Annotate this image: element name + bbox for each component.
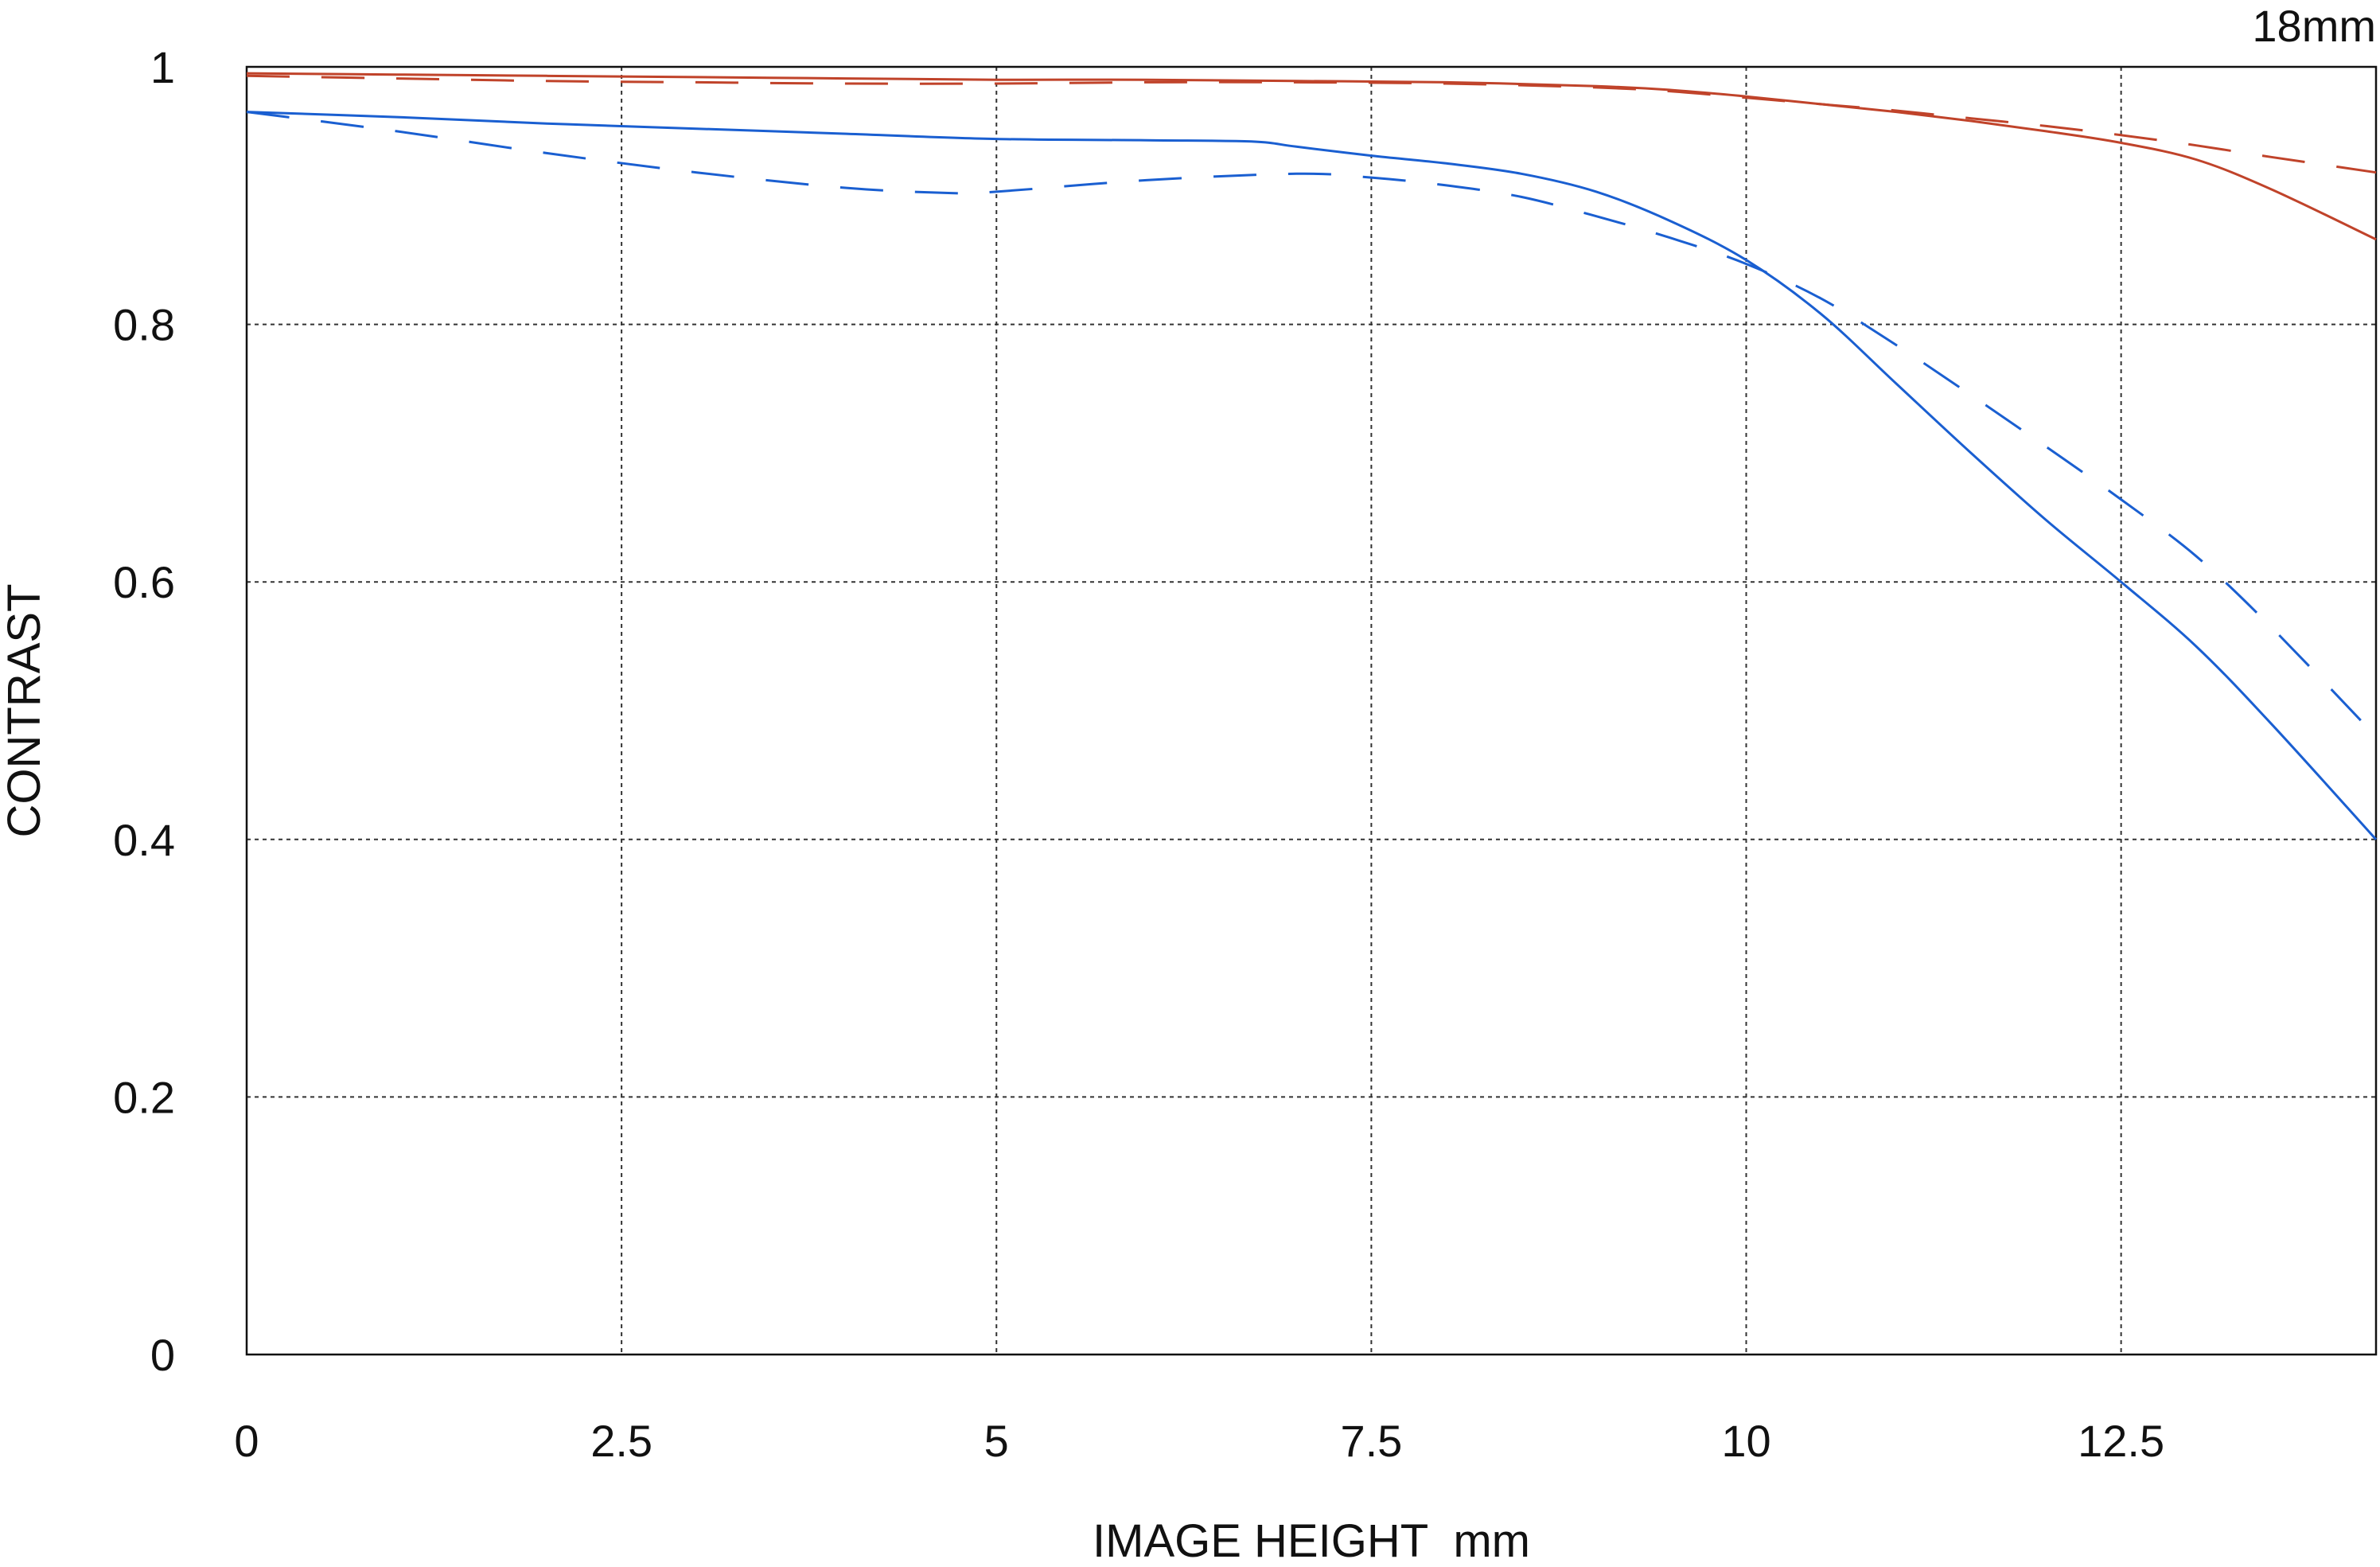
series-line-1 — [246, 74, 2377, 174]
x-tick-label: 2.5 — [590, 1416, 652, 1466]
focal-length-label: 18mm — [2252, 1, 2376, 51]
x-tick-label: 12.5 — [2078, 1416, 2164, 1466]
x-tick-label: 0 — [234, 1416, 259, 1466]
x-tick-label: 10 — [1721, 1416, 1770, 1466]
x-axis-title: IMAGE HEIGHT mm — [1093, 1515, 1530, 1563]
plot-frame — [245, 65, 2378, 1356]
y-tick-label: 0 — [150, 1330, 175, 1380]
series-line-0 — [246, 72, 2377, 241]
series-lines — [246, 72, 2378, 840]
series-line-3 — [246, 111, 2378, 738]
tick-labels: 0 2.5 5 7.5 10 12.5 0 0.2 0.4 0.6 0.8 1 — [113, 42, 2164, 1466]
y-tick-label: 0.6 — [113, 557, 175, 607]
y-tick-label: 0.4 — [113, 815, 175, 865]
y-tick-label: 1 — [150, 42, 175, 92]
x-tick-label: 5 — [984, 1416, 1009, 1466]
grid-lines — [247, 67, 2376, 1355]
x-tick-label: 7.5 — [1340, 1416, 1402, 1466]
series-line-2 — [246, 111, 2378, 840]
y-tick-label: 0.8 — [113, 300, 175, 350]
y-axis-title: CONTRAST — [0, 584, 50, 838]
y-tick-label: 0.2 — [113, 1072, 175, 1122]
